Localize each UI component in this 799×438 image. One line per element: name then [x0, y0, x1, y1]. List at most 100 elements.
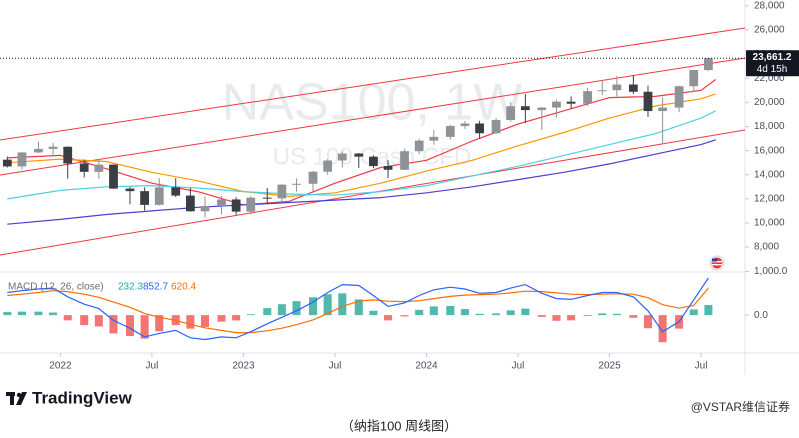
candle-body	[94, 164, 104, 172]
y-tick-label: 8,000	[754, 242, 779, 253]
candle-body	[125, 188, 135, 192]
histogram-bar	[552, 315, 561, 321]
moving-average	[7, 79, 717, 206]
candle-body	[520, 106, 530, 111]
y-tick-label: 22,000	[754, 73, 785, 84]
candle-body	[429, 136, 439, 141]
histogram-bar	[506, 310, 515, 316]
candle-body	[354, 153, 364, 157]
histogram-bar	[415, 309, 424, 316]
histogram-bar	[704, 305, 713, 316]
candle-body	[323, 160, 333, 172]
candle-body	[537, 107, 547, 111]
last-price-box	[746, 50, 799, 77]
histogram-bar	[17, 311, 26, 316]
candle-body	[689, 70, 699, 87]
candle-body	[63, 146, 73, 164]
histogram-bar	[308, 297, 318, 316]
candle-body	[612, 84, 622, 91]
histogram-bar	[598, 313, 607, 316]
histogram-bar	[354, 299, 363, 316]
candle-body	[185, 195, 195, 212]
histogram-bar	[34, 311, 43, 316]
histogram-bar	[232, 315, 241, 321]
candle-body	[674, 86, 684, 108]
histogram-bar	[612, 313, 621, 316]
y-tick-label: 0.0	[754, 310, 768, 321]
candle-body	[506, 106, 516, 120]
histogram-bar	[658, 315, 667, 343]
histogram-bar	[643, 315, 653, 329]
histogram-bar	[567, 315, 576, 321]
candle-body	[200, 206, 210, 212]
histogram-bar	[200, 315, 210, 327]
channel-line	[0, 27, 746, 141]
histogram-bar	[537, 315, 546, 317]
candle-body	[445, 126, 455, 137]
moving-average	[7, 139, 716, 225]
moving-average	[7, 110, 716, 200]
candle-body	[552, 101, 561, 108]
histogram-bar	[246, 314, 255, 316]
macd-legend: 852.7	[143, 282, 168, 293]
x-tick-label: 2023	[232, 361, 255, 372]
histogram-legend: 232.3	[118, 282, 143, 293]
candle-body	[400, 151, 409, 170]
histogram-bar	[492, 313, 501, 316]
y-tick-label: 18,000	[754, 121, 785, 132]
y-tick-label: 14,000	[754, 169, 785, 180]
last-price-label: 23,661.2	[753, 52, 792, 63]
credit: @VSTAR维信证券	[691, 399, 790, 414]
candle-body	[17, 152, 27, 167]
candle-body	[460, 123, 470, 127]
indicator-title: MACD (12, 26, close)	[8, 282, 104, 293]
caption: （纳指100 周线图）	[341, 418, 457, 433]
candle-body	[2, 159, 12, 167]
y-tick-label: 10,000	[754, 218, 785, 229]
y-tick-label: 26,000	[754, 25, 785, 36]
histogram-bar	[446, 305, 455, 316]
histogram-bar	[94, 315, 103, 327]
candle-body	[597, 90, 607, 92]
candle-body	[217, 199, 226, 207]
tradingview-logo	[6, 392, 27, 405]
candle-body	[308, 171, 318, 184]
candle-body	[491, 119, 501, 134]
candle-body	[109, 164, 118, 189]
candle-body	[171, 187, 181, 196]
x-tick-label: 2024	[415, 361, 438, 372]
candle-body	[475, 123, 484, 134]
x-tick-label: Jul	[512, 361, 525, 372]
candle-body	[292, 183, 301, 185]
y-tick-label: 16,000	[754, 145, 785, 156]
histogram-bar	[384, 315, 393, 321]
histogram-bar	[125, 315, 134, 337]
candle-body	[583, 91, 592, 104]
histogram-bar	[80, 315, 89, 326]
histogram-bar	[109, 315, 118, 334]
histogram-bar	[521, 308, 530, 316]
x-tick-label: Jul	[695, 361, 708, 372]
histogram-bar	[155, 315, 164, 332]
channel-line	[0, 57, 746, 176]
y-tick-label: 20,000	[754, 97, 785, 108]
histogram-bar	[217, 315, 226, 322]
histogram-bar	[263, 308, 272, 316]
candle-body	[140, 191, 149, 205]
candle-body	[643, 91, 653, 112]
histogram-bar	[429, 306, 438, 316]
flag-icon	[709, 255, 725, 271]
candle-body	[566, 101, 576, 104]
x-tick-label: Jul	[329, 361, 342, 372]
histogram-bar	[475, 313, 484, 316]
countdown: 4d 15h	[757, 64, 788, 75]
histogram-bar	[400, 315, 409, 317]
candle-body	[383, 166, 393, 170]
histogram-bar	[338, 293, 347, 316]
candle-body	[628, 84, 638, 92]
y-tick-label: 1,000.0	[754, 266, 788, 277]
candle-body	[48, 146, 58, 149]
histogram-bar	[63, 315, 72, 321]
symbol-watermark: NAS100, 1W	[222, 74, 523, 132]
